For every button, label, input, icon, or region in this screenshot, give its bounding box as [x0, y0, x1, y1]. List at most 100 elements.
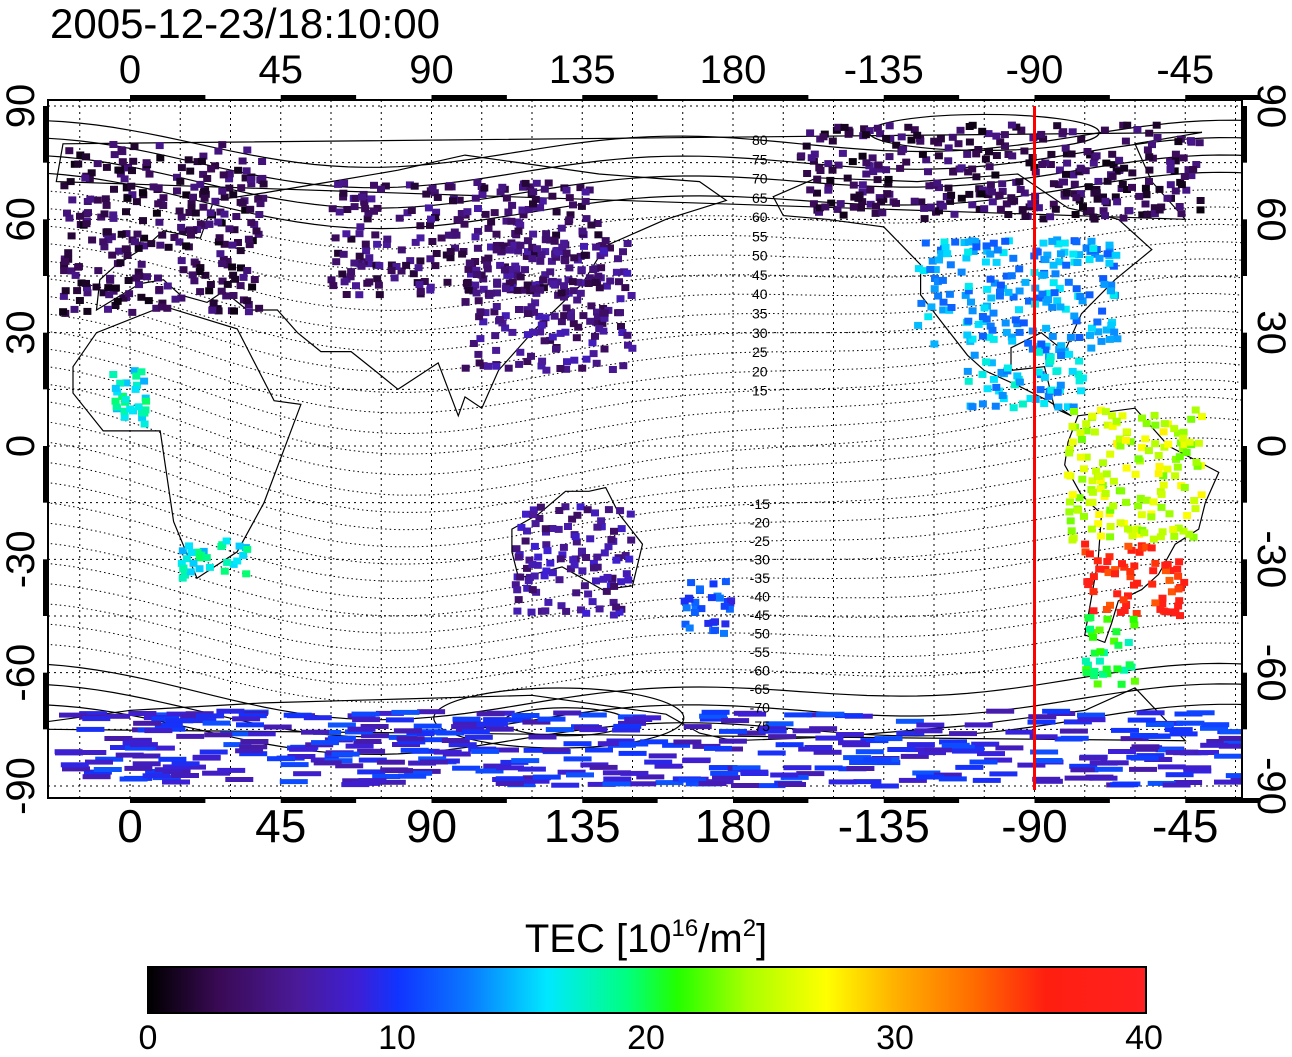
tec-pixel — [567, 313, 575, 321]
tec-pixel — [152, 209, 161, 217]
tec-pixel — [214, 307, 223, 315]
x-tick-label-bottom: 0 — [117, 800, 143, 852]
tec-pixel — [187, 204, 196, 212]
timestamp-title: 2005-12-23/18:10:00 — [50, 0, 440, 47]
tec-pixel — [946, 261, 955, 269]
tec-pixel — [978, 370, 987, 378]
tec-pixel — [1163, 465, 1172, 473]
tec-pixel — [866, 200, 875, 208]
tec-pixel — [492, 303, 501, 310]
tec-pixel — [1206, 739, 1235, 744]
tec-pixel — [417, 709, 446, 715]
tec-pixel — [1122, 428, 1131, 436]
tec-pixel — [624, 576, 633, 584]
tec-pixel — [1145, 153, 1154, 161]
tec-pixel — [582, 554, 591, 561]
tec-pixel — [206, 281, 215, 288]
tec-pixel — [1171, 150, 1180, 158]
tec-pixel — [938, 776, 967, 782]
tec-pixel — [574, 323, 583, 331]
tec-pixel — [1147, 780, 1176, 786]
tec-pixel — [986, 322, 995, 330]
tec-pixel — [1071, 211, 1080, 218]
tec-pixel — [995, 191, 1004, 199]
tec-pixel — [567, 309, 575, 317]
tec-pixel — [1001, 237, 1010, 245]
tec-pixel — [721, 718, 750, 724]
tec-pixel — [225, 225, 234, 233]
tec-pixel — [479, 721, 508, 727]
tec-pixel — [1180, 173, 1189, 180]
tec-pixel — [487, 289, 495, 297]
tec-pixel — [524, 577, 533, 584]
tec-pixel — [135, 281, 143, 289]
tec-pixel — [1117, 185, 1126, 192]
colorbar-tick-label: 30 — [876, 1019, 914, 1057]
tec-pixel — [1076, 293, 1085, 300]
tec-pixel — [602, 587, 611, 595]
tec-pixel — [978, 400, 987, 408]
tec-pixel — [944, 157, 953, 165]
tec-pixel — [1062, 150, 1071, 158]
tec-pixel — [119, 776, 148, 782]
tec-pixel — [1158, 600, 1167, 608]
tec-pixel — [347, 268, 356, 276]
tec-pixel — [392, 263, 401, 270]
tec-pixel — [1075, 168, 1084, 176]
tec-pixel — [548, 569, 557, 577]
tec-pixel — [223, 280, 232, 288]
tec-pixel — [122, 379, 131, 387]
tec-pixel — [1142, 191, 1151, 199]
tec-pixel — [617, 578, 626, 586]
tec-pixel — [163, 304, 172, 312]
x-tick-label-bottom: -90 — [1001, 800, 1067, 852]
magnetic-contour — [48, 437, 1242, 531]
tec-pixel — [618, 750, 647, 756]
tec-pixel — [1111, 193, 1120, 201]
axis-tick-top — [733, 95, 809, 100]
tec-pixel — [467, 270, 475, 278]
tec-pixel — [137, 293, 146, 301]
tec-pixel — [969, 759, 998, 765]
tec-pixel — [593, 308, 601, 316]
x-tick-label-bottom: 135 — [544, 800, 621, 852]
colorbar-tick-label: 10 — [378, 1019, 416, 1057]
tec-pixel — [625, 555, 634, 563]
tec-pixel — [128, 711, 157, 716]
tec-pixel — [527, 352, 535, 360]
colorbar-title: TEC [1016/m2] — [0, 905, 1292, 963]
tec-pixel — [599, 247, 608, 255]
tec-pixel — [1069, 403, 1078, 411]
tec-pixel — [331, 234, 340, 242]
tec-pixel — [1214, 753, 1242, 759]
tec-pixel — [1175, 558, 1184, 566]
tec-pixel — [633, 715, 662, 721]
tec-pixel — [558, 243, 567, 251]
tec-pixel — [548, 333, 557, 341]
tec-pixel — [1128, 183, 1136, 191]
tec-pixel — [1171, 472, 1180, 480]
tec-pixel — [510, 241, 519, 249]
tec-pixel — [1143, 146, 1152, 154]
tec-pixel — [201, 187, 210, 195]
tec-pixel — [516, 241, 525, 249]
tec-pixel — [1164, 440, 1173, 448]
tec-pixel — [364, 209, 373, 217]
tec-pixel — [546, 268, 555, 276]
tec-pixel — [1135, 530, 1144, 538]
tec-pixel — [1108, 172, 1117, 180]
tec-pixel — [436, 730, 465, 736]
tec-pixel — [130, 143, 139, 151]
tec-pixel — [551, 250, 560, 258]
tec-pixel — [124, 765, 153, 771]
tec-pixel — [444, 183, 453, 191]
tec-pixel — [250, 276, 259, 283]
tec-pixel — [986, 275, 995, 283]
tec-pixel — [1034, 204, 1043, 212]
tec-pixel — [182, 242, 191, 250]
tec-pixel — [535, 515, 544, 522]
tec-pixel — [1077, 712, 1105, 718]
tec-pixel — [655, 780, 684, 786]
tec-pixel — [120, 407, 129, 415]
tec-pixel — [1174, 138, 1183, 146]
